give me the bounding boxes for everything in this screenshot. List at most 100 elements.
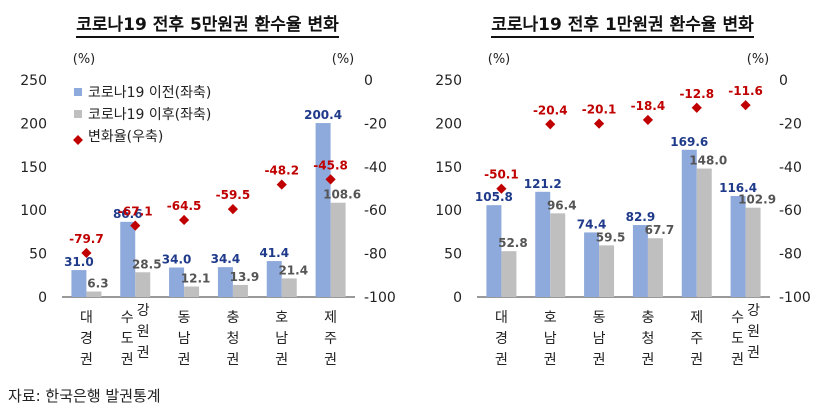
category-label: 권 [593, 352, 606, 368]
bar-post-covid [745, 207, 761, 297]
category-label: 동 [593, 310, 606, 326]
bar-pre-covid [169, 267, 185, 297]
category-label: 충 [226, 310, 239, 326]
left-tick-label: 0 [453, 290, 462, 306]
left-tick-label: 0 [38, 290, 47, 306]
category-char: 도 [731, 331, 744, 347]
bar-post-label: 67.7 [645, 223, 675, 237]
bar-post-covid [135, 272, 151, 297]
category-label: 권 [495, 352, 508, 368]
chart-svg-1man: (%) (%) 250 200 150 100 50 0 0 -20 -40 -60 -80 -100 10… [435, 52, 811, 368]
change-marker [81, 247, 92, 259]
change-marker [276, 179, 287, 190]
bar-post-label: 28.5 [132, 257, 162, 271]
right-tick-label: -40 [364, 160, 387, 176]
bar-pre-covid [730, 195, 746, 297]
category-label: 호 [544, 310, 557, 326]
left-tick-label: 100 [435, 203, 462, 219]
category-char: 권 [731, 352, 744, 368]
category-label: 대 [495, 310, 508, 326]
chart-title-text: 코로나19 전후 5만원권 환수율 변화 [76, 10, 339, 38]
change-label: -12.8 [679, 87, 714, 101]
chart-svg-5man: (%) (%) 250 200 150 100 50 0 0 -20 -40 -60 -80 -100 31… [20, 52, 396, 368]
change-label: -45.8 [313, 158, 348, 172]
left-tick-label: 250 [20, 73, 47, 89]
bar-post-label: 108.6 [323, 188, 361, 202]
bar-pre-label: 74.4 [577, 217, 607, 231]
bar-pre-label: 105.8 [475, 190, 513, 204]
change-label: -67.1 [118, 205, 153, 219]
source-note: 자료: 한국은행 발권통계 [8, 387, 161, 405]
change-label: -59.5 [216, 188, 251, 202]
chart-panel-5man: 코로나19 전후 5만원권 환수율 변화 (%) (%) 250 200 150 100 5… [0, 0, 415, 380]
right-tick-label: -40 [779, 160, 802, 176]
bar-pre-covid [266, 261, 282, 297]
bar-post-covid [696, 168, 712, 297]
bar-pre-label: 34.0 [162, 252, 192, 266]
category-label: 강원권 [747, 303, 760, 361]
chart-title: 코로나19 전후 1만원권 환수율 변화 [415, 10, 830, 38]
bar-post-label: 52.8 [498, 236, 528, 250]
right-tick-label: -60 [364, 203, 387, 219]
bar-post-covid [184, 286, 200, 297]
change-label: -48.2 [264, 164, 299, 178]
bar-post-label: 96.4 [547, 198, 577, 212]
right-axis-unit: (%) [332, 52, 355, 67]
bar-post-covid [281, 278, 297, 297]
right-tick-label: -20 [364, 116, 387, 132]
legend-label-pre: 코로나19 이전(좌축) [88, 85, 211, 101]
category-char: 수 [731, 310, 744, 326]
bar-pre-covid [535, 191, 551, 297]
category-char: 강 [747, 303, 760, 319]
change-label: -20.4 [533, 103, 568, 117]
category-char: 수 [121, 310, 134, 326]
category-label: 동 [178, 310, 191, 326]
bar-pre-label: 169.6 [670, 135, 708, 149]
bar-post-covid [86, 291, 102, 297]
bar-pre-label: 31.0 [64, 255, 94, 269]
bar-post-covid [550, 213, 566, 297]
left-tick-label: 250 [435, 73, 462, 89]
legend-label-post: 코로나19 이후(좌축) [88, 107, 211, 123]
category-label: 충 [641, 310, 654, 326]
legend-swatch-post [74, 110, 82, 118]
category-label: 권 [226, 352, 239, 368]
right-tick-label: -20 [779, 116, 802, 132]
chart-title-text: 코로나19 전후 1만원권 환수율 변화 [491, 10, 754, 38]
change-label: -64.5 [167, 199, 202, 213]
bar-pre-covid [681, 149, 697, 297]
category-label: 수도권 [121, 310, 134, 368]
category-char: 원 [747, 324, 760, 340]
category-label: 권 [690, 352, 703, 368]
left-tick-label: 150 [435, 160, 462, 176]
bar-pre-covid [71, 270, 87, 297]
right-tick-label: -100 [779, 290, 811, 306]
category-char: 권 [137, 345, 150, 361]
bar-pre-covid [584, 232, 600, 297]
bar-pre-covid [120, 221, 136, 297]
category-label: 남 [544, 331, 557, 347]
category-label: 제 [324, 310, 337, 326]
bar-post-covid [647, 238, 663, 297]
category-label: 대 [80, 310, 93, 326]
category-label: 청 [641, 331, 654, 347]
bar-pre-covid [315, 123, 331, 298]
change-label: -79.7 [69, 232, 104, 246]
bar-post-covid [501, 251, 517, 297]
change-label: -50.1 [484, 168, 519, 182]
bar-pre-label: 34.4 [211, 252, 241, 266]
change-marker [593, 118, 605, 129]
bar-post-label: 12.1 [181, 271, 211, 285]
category-label: 권 [544, 352, 557, 368]
right-tick-label: -100 [364, 290, 396, 306]
change-label: -11.6 [728, 84, 763, 98]
legend-swatch-change [73, 135, 83, 145]
right-tick-label: 0 [779, 73, 788, 89]
category-label: 청 [226, 331, 239, 347]
legend-swatch-pre [74, 88, 82, 96]
left-tick-label: 200 [20, 116, 47, 132]
legend-label-change: 변화율(우축) [88, 129, 163, 145]
right-tick-label: -60 [779, 203, 802, 219]
right-axis-unit: (%) [747, 52, 770, 67]
category-char: 권 [747, 345, 760, 361]
